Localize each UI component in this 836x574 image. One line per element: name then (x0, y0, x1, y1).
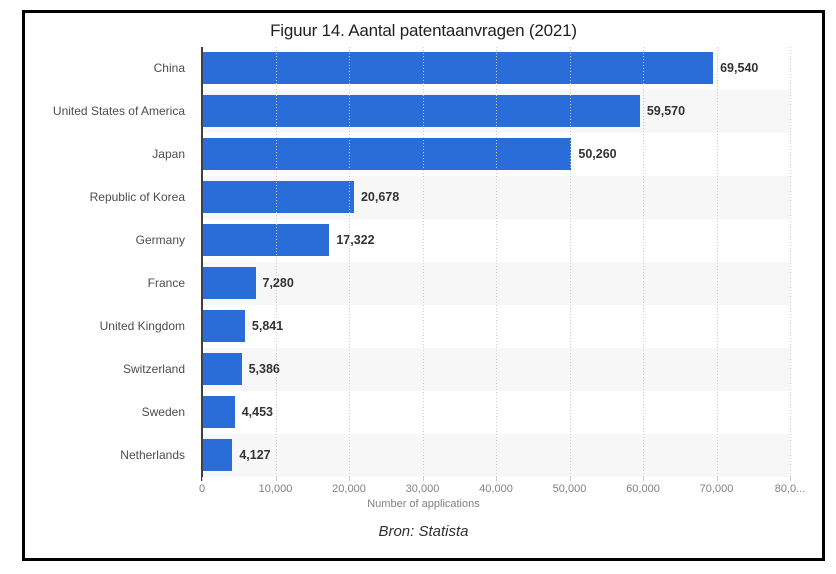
x-tick-label: 10,000 (258, 483, 293, 495)
bar (202, 310, 245, 342)
chart-bar-row: United Kingdom 5,841 (25, 305, 790, 348)
tick-mark (496, 477, 497, 481)
category-label: United States of America (52, 104, 185, 118)
x-axis-ticks: 0 10,000 20,000 30,000 40,000 50,000 60,000 70,… (198, 477, 805, 497)
gridline (790, 47, 791, 477)
tick-mark (202, 477, 203, 481)
value-label: 20,678 (360, 190, 400, 204)
value-label: 7,280 (262, 276, 294, 290)
chart-title: Figuur 14. Aantal patentaanvragen (2021) (270, 21, 577, 40)
x-tick-label: 20,000 (332, 483, 366, 495)
plot-cell: 4,127 (202, 434, 790, 477)
category-label: Switzerland (122, 362, 185, 376)
value-label: 17,322 (336, 233, 375, 247)
x-tick-label: 0 (198, 483, 206, 495)
category-label: Sweden (141, 405, 185, 419)
category-label: France (147, 276, 185, 290)
plot-cell: 59,570 (202, 90, 790, 133)
value-label: 4,453 (241, 405, 273, 419)
plot-cell: 5,841 (202, 305, 790, 348)
chart-bar-row: Sweden 4,453 (25, 391, 790, 434)
chart-bar-row: Netherlands 4,127 (25, 434, 790, 477)
plot-cell: 4,453 (202, 391, 790, 434)
chart-bar-row: Republic of Korea 20,678 (25, 176, 790, 219)
value-label: 5,841 (251, 319, 284, 333)
tick-mark (349, 477, 350, 481)
value-label: 69,540 (720, 61, 759, 75)
bar-chart: China 69,540 United States of America 59,57… (25, 47, 822, 510)
category-label: Japan (152, 147, 185, 161)
value-label: 50,260 (578, 147, 617, 161)
x-tick-label: 80,0... (774, 483, 806, 495)
chart-bar-row: Japan 50,260 (25, 133, 790, 176)
chart-bar-row: France 7,280 (25, 262, 790, 305)
tick-mark (716, 477, 718, 481)
chart-bar-row: United States of America 59,570 (25, 90, 790, 133)
value-label: 4,127 (239, 448, 271, 462)
plot-cell: 20,678 (202, 176, 790, 219)
value-label: 5,386 (248, 362, 280, 376)
x-tick-label: 50,000 (552, 483, 587, 495)
y-axis-line (201, 47, 203, 481)
chart-bar-row: China 69,540 (25, 47, 790, 90)
bar (202, 138, 572, 170)
category-label: United Kingdom (99, 319, 185, 333)
bar (202, 181, 354, 213)
plot-area: China 69,540 United States of America 59,57… (25, 47, 791, 481)
tick-mark (275, 477, 277, 481)
bar (202, 396, 235, 428)
plot-cell: 17,322 (202, 219, 790, 262)
bar (202, 267, 256, 299)
bar (202, 52, 714, 84)
x-tick-label: 30,000 (405, 483, 440, 495)
plot-cell: 50,260 (202, 133, 790, 176)
figure-frame: Figuur 14. Aantal patentaanvragen (2021)… (22, 10, 825, 561)
x-axis-title: Number of applications (367, 498, 480, 510)
tick-mark (790, 477, 791, 481)
category-label: Republic of Korea (89, 190, 185, 204)
x-tick-label: 60,000 (626, 483, 660, 495)
plot-cell: 69,540 (202, 47, 790, 90)
tick-mark (643, 477, 644, 481)
chart-bar-row: Germany 17,322 (25, 219, 790, 262)
bar (202, 439, 233, 471)
x-tick-label: 40,000 (479, 483, 513, 495)
tick-mark (422, 477, 424, 481)
value-label: 59,570 (646, 104, 686, 118)
tick-mark (569, 477, 571, 481)
source-caption: Bron: Statista (378, 523, 469, 540)
bar (202, 224, 330, 256)
plot-cell: 7,280 (202, 262, 790, 305)
x-tick-label: 70,000 (699, 483, 734, 495)
bar (202, 353, 242, 385)
category-label: China (153, 61, 185, 75)
category-label: Netherlands (120, 448, 185, 462)
plot-cell: 5,386 (202, 348, 790, 391)
chart-bar-row: Switzerland 5,386 (25, 348, 790, 391)
bar (202, 95, 640, 127)
category-label: Germany (135, 233, 185, 247)
